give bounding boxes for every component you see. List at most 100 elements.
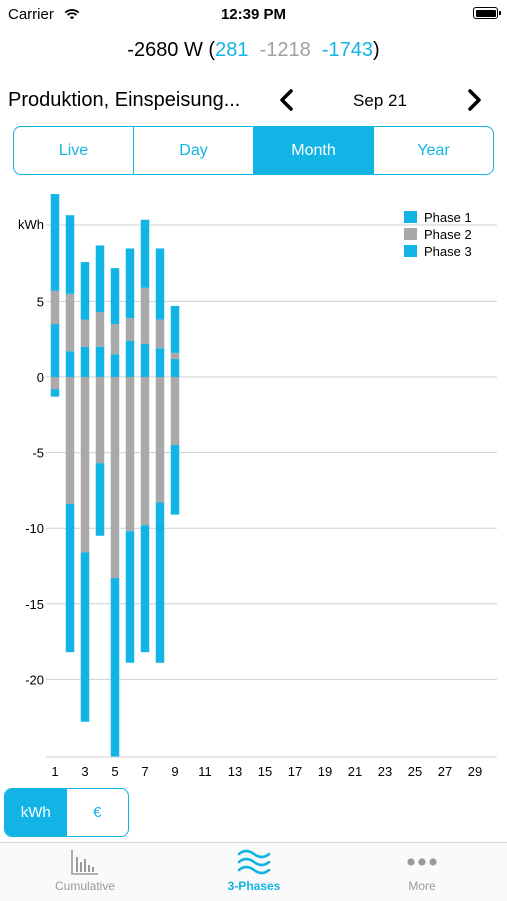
tab-more[interactable]: More xyxy=(367,847,477,893)
bar-segment-phase-1-positive xyxy=(170,358,180,377)
x-tick-label: 19 xyxy=(318,764,332,779)
bar-segment-phase-1-positive xyxy=(125,340,135,377)
y-axis-unit-label: kWh xyxy=(18,217,44,232)
bar-segment-phase-2-positive xyxy=(95,311,105,347)
bar-segment-phase-2-positive xyxy=(125,318,135,341)
x-tick-label: 27 xyxy=(438,764,452,779)
bar-segment-phase-3-positive xyxy=(65,215,75,294)
phase1-power: 281 xyxy=(215,39,249,61)
y-tick-label: -10 xyxy=(25,521,44,536)
x-tick-label: 3 xyxy=(81,764,88,779)
legend-label: Phase 3 xyxy=(424,244,472,259)
x-tick-label: 5 xyxy=(111,764,118,779)
bar-segment-phase-3-negative xyxy=(80,552,90,722)
bar-segment-phase-2-negative xyxy=(50,377,60,390)
previous-period-button[interactable] xyxy=(277,88,295,117)
bar-segment-phase-1-positive xyxy=(65,351,75,377)
bar-chart-icon xyxy=(30,847,140,877)
legend-label: Phase 1 xyxy=(424,210,472,225)
bar-segment-phase-2-positive xyxy=(110,324,120,355)
unit-toggle: kWh € xyxy=(4,788,129,837)
bar-segment-phase-3-positive xyxy=(95,245,105,312)
x-tick-label: 9 xyxy=(171,764,178,779)
bar-segment-phase-3-negative xyxy=(140,525,150,653)
tab-live[interactable]: Live xyxy=(14,127,134,174)
bar-segment-phase-2-negative xyxy=(65,377,75,505)
bar-segment-phase-3-negative xyxy=(95,463,105,536)
y-tick-label: -15 xyxy=(25,597,44,612)
bar-segment-phase-1-positive xyxy=(95,346,105,377)
carrier-label: Carrier xyxy=(8,6,54,23)
bar-segment-phase-3-negative xyxy=(155,502,165,663)
tab-cumulative-label: Cumulative xyxy=(54,879,116,893)
x-tick-label: 21 xyxy=(348,764,362,779)
phase2-power: -1218 xyxy=(259,39,311,61)
bar-segment-phase-2-negative xyxy=(155,377,165,503)
unit-kwh-button[interactable]: kWh xyxy=(5,789,67,836)
status-bar: Carrier 12:39 PM xyxy=(0,0,507,30)
period-selector: Live Day Month Year xyxy=(13,126,494,175)
x-tick-label: 7 xyxy=(141,764,148,779)
tab-month[interactable]: Month xyxy=(254,127,374,174)
x-tick-label: 15 xyxy=(258,764,272,779)
unit-euro-button[interactable]: € xyxy=(93,804,102,821)
bar-segment-phase-3-positive xyxy=(140,219,150,288)
x-tick-label: 1 xyxy=(51,764,58,779)
bar-segment-phase-1-positive xyxy=(110,354,120,377)
tab-more-label: More xyxy=(408,879,436,893)
bar-segment-phase-3-negative xyxy=(110,578,120,757)
bar-segment-phase-1-positive xyxy=(80,346,90,377)
bar-segment-phase-3-positive xyxy=(125,248,135,319)
tab-3-phases-label: 3-Phases xyxy=(227,879,281,893)
x-tick-label: 23 xyxy=(378,764,392,779)
tab-day[interactable]: Day xyxy=(134,127,254,174)
bar-segment-phase-3-negative xyxy=(50,389,60,397)
bar-segment-phase-3-positive xyxy=(50,194,60,291)
tab-cumulative[interactable]: Cumulative xyxy=(30,847,140,893)
y-tick-label: 5 xyxy=(37,294,44,309)
legend-label: Phase 2 xyxy=(424,227,472,242)
bar-segment-phase-1-positive xyxy=(155,348,165,377)
y-tick-label: -20 xyxy=(25,672,44,687)
x-tick-label: 17 xyxy=(288,764,302,779)
bar-segment-phase-2-negative xyxy=(80,377,90,553)
next-period-button[interactable] xyxy=(466,88,484,117)
period-date: Sep 21 xyxy=(353,91,407,110)
waves-icon xyxy=(199,847,309,877)
x-tick-label: 13 xyxy=(228,764,242,779)
tab-year[interactable]: Year xyxy=(417,141,450,159)
x-tick-label: 29 xyxy=(468,764,482,779)
bar-segment-phase-2-negative xyxy=(110,377,120,579)
bar-segment-phase-2-negative xyxy=(170,377,180,446)
bar-segment-phase-1-positive xyxy=(50,324,60,377)
x-tick-label: 25 xyxy=(408,764,422,779)
phase3-power: -1743 xyxy=(321,39,374,61)
power-close-paren: ) xyxy=(373,39,380,61)
bar-segment-phase-3-positive xyxy=(110,268,120,325)
x-tick-label: 11 xyxy=(198,764,212,779)
bar-segment-phase-2-positive xyxy=(155,319,165,349)
battery-icon xyxy=(473,7,501,19)
chevron-left-icon xyxy=(280,89,293,111)
bar-segment-phase-1-positive xyxy=(140,343,150,377)
tab-bar: Cumulative 3-Phases More xyxy=(0,842,507,901)
y-tick-label: -5 xyxy=(32,446,44,461)
bar-segment-phase-2-positive xyxy=(170,352,180,359)
tab-3-phases[interactable]: 3-Phases xyxy=(199,847,309,893)
bar-segment-phase-3-negative xyxy=(170,445,180,515)
clock: 12:39 PM xyxy=(220,6,287,23)
bar-segment-phase-2-positive xyxy=(80,319,90,347)
power-summary: -2680 W (281 -1218 -1743) xyxy=(0,39,507,62)
meter-title[interactable]: Produktion, Einspeisung... xyxy=(8,89,241,111)
bar-segment-phase-2-negative xyxy=(95,377,105,464)
legend-swatch xyxy=(404,228,417,240)
more-dots-icon xyxy=(367,847,477,877)
bar-segment-phase-2-negative xyxy=(140,377,150,526)
bar-segment-phase-3-positive xyxy=(80,262,90,320)
bar-segment-phase-3-negative xyxy=(125,531,135,663)
bar-segment-phase-2-positive xyxy=(140,287,150,344)
bar-segment-phase-3-positive xyxy=(155,248,165,320)
legend-swatch xyxy=(404,211,417,223)
total-power: -2680 W ( xyxy=(127,39,216,61)
